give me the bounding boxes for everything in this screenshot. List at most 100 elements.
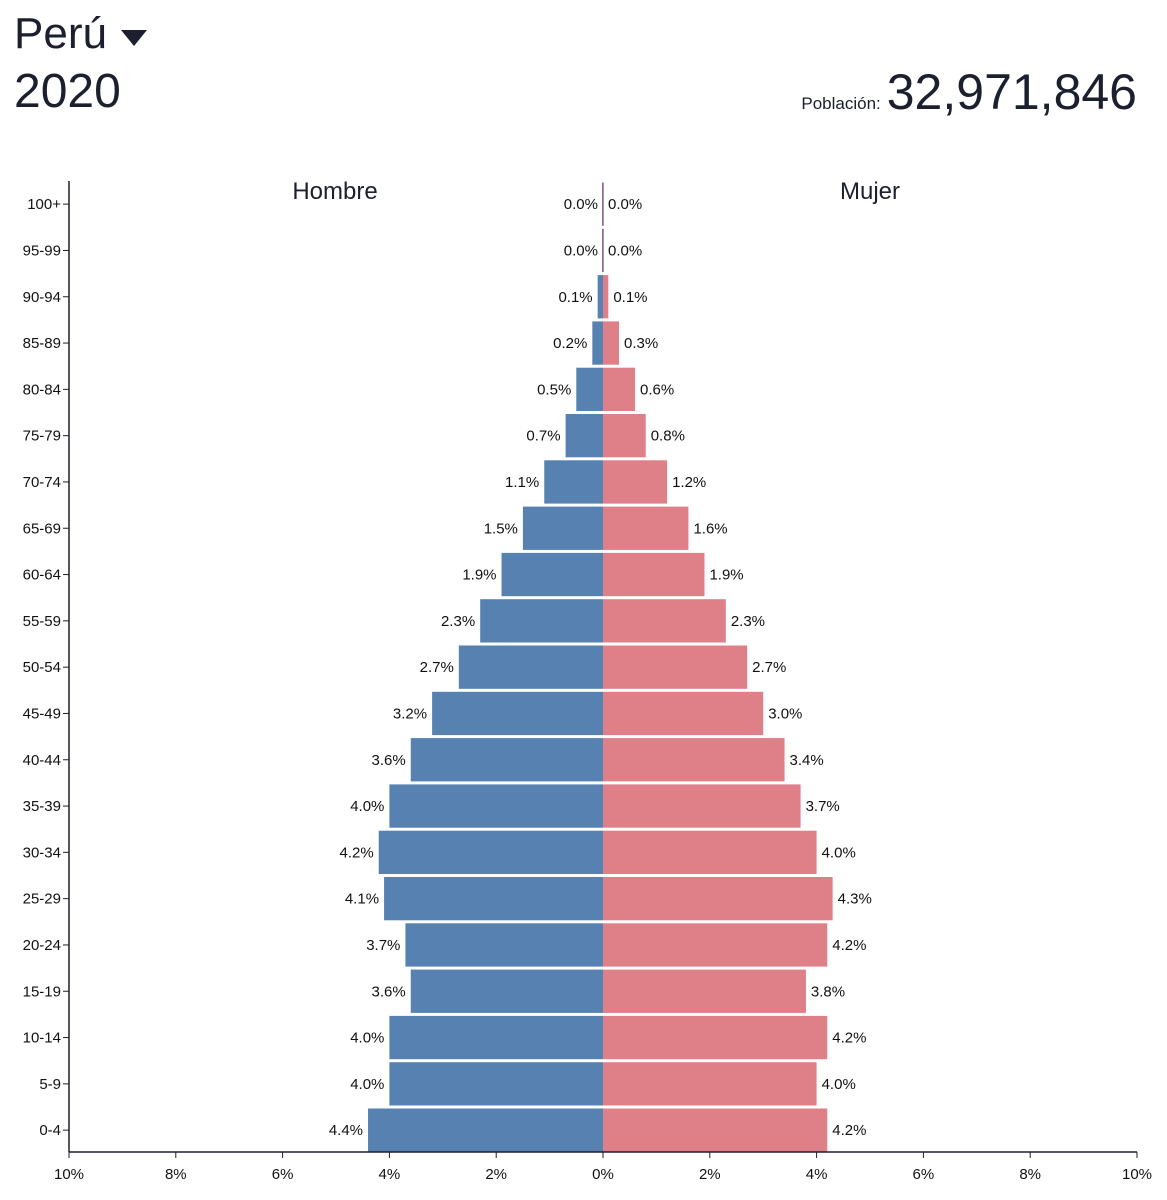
value-label-hombre-15-19: 3.6% [372,983,406,1000]
bar-hombre-85-89[interactable] [592,321,603,365]
value-label-hombre-30-34: 4.2% [340,844,374,861]
value-label-mujer-90-94: 0.1% [613,289,647,306]
y-tick-label-75-79: 75-79 [23,428,61,445]
bar-mujer-75-79[interactable] [603,414,646,458]
value-label-mujer-65-69: 1.6% [693,520,727,537]
x-tick-label: 4% [379,1166,401,1183]
bar-hombre-15-19[interactable] [410,969,603,1013]
value-label-mujer-75-79: 0.8% [651,428,685,445]
population-display: Población: 32,971,846 [801,62,1137,122]
y-tick-label-65-69: 65-69 [23,520,61,537]
y-tick-label-45-49: 45-49 [23,705,61,722]
x-tick-label: 2% [485,1166,507,1183]
y-tick-label-100+: 100+ [27,196,61,213]
x-tick-label: 10% [1122,1166,1152,1183]
value-label-mujer-0-4: 4.2% [832,1122,866,1139]
value-label-hombre-100+: 0.0% [564,196,598,213]
value-label-hombre-5-9: 4.0% [350,1076,384,1093]
bar-hombre-35-39[interactable] [389,784,603,828]
bar-hombre-65-69[interactable] [522,506,603,550]
bar-mujer-85-89[interactable] [603,321,620,365]
bar-mujer-100+[interactable] [603,182,604,226]
value-label-hombre-0-4: 4.4% [329,1122,363,1139]
bar-mujer-60-64[interactable] [603,552,705,597]
bar-hombre-75-79[interactable] [565,414,603,458]
bar-hombre-50-54[interactable] [458,645,603,689]
value-label-hombre-35-39: 4.0% [350,798,384,815]
bar-mujer-90-94[interactable] [603,275,609,319]
bar-hombre-0-4[interactable] [368,1108,603,1152]
bar-hombre-45-49[interactable] [432,691,603,736]
bar-hombre-70-74[interactable] [544,460,603,504]
value-label-hombre-75-79: 0.7% [526,428,560,445]
value-label-mujer-100+: 0.0% [608,196,642,213]
value-label-mujer-95-99: 0.0% [608,242,642,259]
y-tick-label-40-44: 40-44 [23,752,61,769]
value-label-mujer-70-74: 1.2% [672,474,706,491]
bar-hombre-20-24[interactable] [405,923,603,967]
y-tick-label-90-94: 90-94 [23,289,61,306]
country-selector[interactable]: Perú [14,6,147,62]
y-tick-label-50-54: 50-54 [23,659,61,676]
bar-hombre-60-64[interactable] [501,552,603,597]
population-label: Población: [801,94,881,113]
x-tick-label: 6% [272,1166,294,1183]
bar-mujer-10-14[interactable] [603,1015,828,1060]
bar-hombre-30-34[interactable] [378,830,603,874]
value-label-hombre-45-49: 3.2% [393,705,427,722]
value-label-hombre-70-74: 1.1% [505,474,539,491]
bar-mujer-80-84[interactable] [603,367,636,411]
value-label-mujer-5-9: 4.0% [822,1076,856,1093]
x-tick-label: 0% [592,1166,614,1183]
y-tick-label-80-84: 80-84 [23,381,61,398]
x-tick-label: 2% [699,1166,721,1183]
value-label-hombre-55-59: 2.3% [441,613,475,630]
y-tick-label-10-14: 10-14 [23,1030,61,1047]
value-label-mujer-60-64: 1.9% [709,567,743,584]
value-label-hombre-10-14: 4.0% [350,1030,384,1047]
population-value: 32,971,846 [886,64,1137,120]
bar-mujer-35-39[interactable] [603,784,801,828]
caret-down-icon[interactable] [120,30,147,46]
bar-mujer-45-49[interactable] [603,691,764,736]
bar-mujer-70-74[interactable] [603,460,668,504]
series-label-hombre: Hombre [292,178,377,205]
bar-mujer-55-59[interactable] [603,599,726,643]
bar-mujer-25-29[interactable] [603,877,833,921]
bar-mujer-0-4[interactable] [603,1108,828,1152]
bar-hombre-95-99[interactable] [602,228,603,273]
bar-hombre-25-29[interactable] [384,877,603,921]
bar-hombre-5-9[interactable] [389,1062,603,1106]
y-tick-label-25-29: 25-29 [23,891,61,908]
value-label-hombre-90-94: 0.1% [558,289,592,306]
bar-mujer-95-99[interactable] [603,228,604,273]
bar-mujer-20-24[interactable] [603,923,828,967]
bar-hombre-100+[interactable] [602,182,603,226]
bar-mujer-30-34[interactable] [603,830,817,874]
year-label: 2020 [14,65,121,118]
value-label-mujer-40-44: 3.4% [790,752,824,769]
y-tick-label-5-9: 5-9 [39,1076,61,1093]
bar-hombre-40-44[interactable] [410,738,603,782]
value-label-mujer-15-19: 3.8% [811,983,845,1000]
bar-hombre-55-59[interactable] [480,599,603,643]
bar-mujer-40-44[interactable] [603,738,785,782]
x-tick-label: 6% [913,1166,935,1183]
x-tick-label: 10% [54,1166,84,1183]
country-name: Perú [14,9,107,58]
value-label-mujer-45-49: 3.0% [768,705,802,722]
y-tick-label-15-19: 15-19 [23,983,61,1000]
bar-mujer-15-19[interactable] [603,969,806,1013]
bar-mujer-65-69[interactable] [603,506,689,550]
value-label-mujer-25-29: 4.3% [838,891,872,908]
value-label-hombre-60-64: 1.9% [462,567,496,584]
bar-hombre-80-84[interactable] [576,367,603,411]
bar-mujer-50-54[interactable] [603,645,748,689]
value-label-hombre-50-54: 2.7% [420,659,454,676]
value-label-hombre-20-24: 3.7% [366,937,400,954]
bar-hombre-90-94[interactable] [597,275,603,319]
bar-hombre-10-14[interactable] [389,1015,603,1060]
value-label-mujer-80-84: 0.6% [640,381,674,398]
bar-mujer-5-9[interactable] [603,1062,817,1106]
